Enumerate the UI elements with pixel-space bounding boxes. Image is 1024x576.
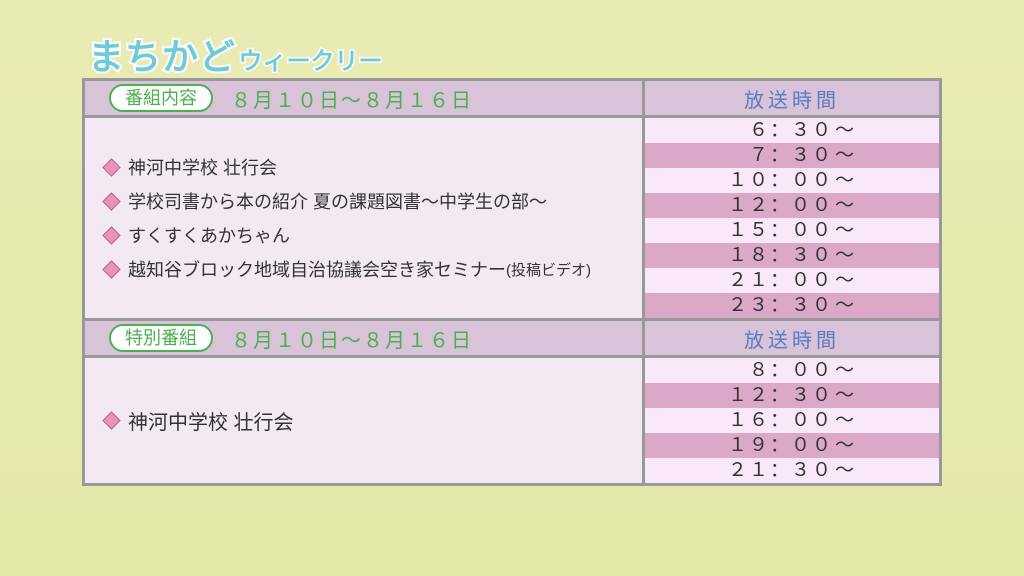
diamond-bullet-icon <box>102 260 120 278</box>
program-item-label: 神河中学校 壮行会 <box>128 154 277 180</box>
section-2-content-row: 神河中学校 壮行会 ８：００～１２：３０～１６：００～１９：００～２１：３０～ <box>85 358 939 483</box>
time-slot: ８：００～ <box>645 358 939 383</box>
section-1-header-left: 番組内容 ８月１０日～８月１６日 <box>85 81 645 115</box>
program-item-label: 学校司書から本の紹介 夏の課題図書～中学生の部～ <box>128 188 547 214</box>
page-title: まちかど ウィークリー <box>88 28 382 80</box>
section-2-header-row: 特別番組 ８月１０日～８月１６日 放送時間 <box>85 321 939 358</box>
section-1-header-right: 放送時間 <box>645 81 939 115</box>
program-item-label: すくすくあかちゃん <box>128 222 290 248</box>
section-1-header-row: 番組内容 ８月１０日～８月１６日 放送時間 <box>85 81 939 118</box>
time-slot: １５：００～ <box>645 218 939 243</box>
time-slot: １６：００～ <box>645 408 939 433</box>
program-item: すくすくあかちゃん <box>105 218 632 252</box>
title-sub: ウィークリー <box>238 48 382 75</box>
time-slot: １９：００～ <box>645 433 939 458</box>
program-item: 越知谷ブロック地域自治協議会空き家セミナー (投稿ビデオ) <box>105 252 632 286</box>
section-2-date-range: ８月１０日～８月１６日 <box>231 324 473 353</box>
schedule-table: 番組内容 ８月１０日～８月１６日 放送時間 神河中学校 壮行会 学校司書から本の… <box>82 78 942 486</box>
time-slot: １２：００～ <box>645 193 939 218</box>
section-2-pill: 特別番組 <box>109 324 213 352</box>
time-slot: ２１：３０～ <box>645 458 939 483</box>
diamond-bullet-icon <box>102 158 120 176</box>
section-1-content-left: 神河中学校 壮行会 学校司書から本の紹介 夏の課題図書～中学生の部～ すくすくあ… <box>85 118 645 318</box>
section-2-time-header: 放送時間 <box>645 324 939 353</box>
diamond-bullet-icon <box>102 192 120 210</box>
time-slot: ６：３０～ <box>645 118 939 143</box>
time-slot: ２１：００～ <box>645 268 939 293</box>
time-slot: １８：３０～ <box>645 243 939 268</box>
time-slot: ７：３０～ <box>645 143 939 168</box>
diamond-bullet-icon <box>102 226 120 244</box>
program-item-label: 越知谷ブロック地域自治協議会空き家セミナー <box>128 256 506 282</box>
program-item-suffix: (投稿ビデオ) <box>506 259 591 280</box>
program-item: 学校司書から本の紹介 夏の課題図書～中学生の部～ <box>105 184 632 218</box>
time-slot: １２：３０～ <box>645 383 939 408</box>
section-1-date-range: ８月１０日～８月１６日 <box>231 84 473 113</box>
diamond-bullet-icon <box>102 411 120 429</box>
section-1-pill: 番組内容 <box>109 84 213 112</box>
program-item-label: 神河中学校 壮行会 <box>128 406 294 435</box>
section-1-time-header: 放送時間 <box>645 84 939 113</box>
section-2-header-right: 放送時間 <box>645 321 939 355</box>
program-item: 神河中学校 壮行会 <box>105 402 632 439</box>
section-2-content-left: 神河中学校 壮行会 <box>85 358 645 483</box>
program-item: 神河中学校 壮行会 <box>105 150 632 184</box>
section-2-header-left: 特別番組 ８月１０日～８月１６日 <box>85 321 645 355</box>
section-2-times: ８：００～１２：３０～１６：００～１９：００～２１：３０～ <box>645 358 939 483</box>
time-slot: ２３：３０～ <box>645 293 939 318</box>
time-slot: １０：００～ <box>645 168 939 193</box>
title-main: まちかど <box>88 36 236 77</box>
section-1-content-row: 神河中学校 壮行会 学校司書から本の紹介 夏の課題図書～中学生の部～ すくすくあ… <box>85 118 939 321</box>
section-1-times: ６：３０～ ７：３０～１０：００～１２：００～１５：００～１８：３０～２１：００… <box>645 118 939 318</box>
